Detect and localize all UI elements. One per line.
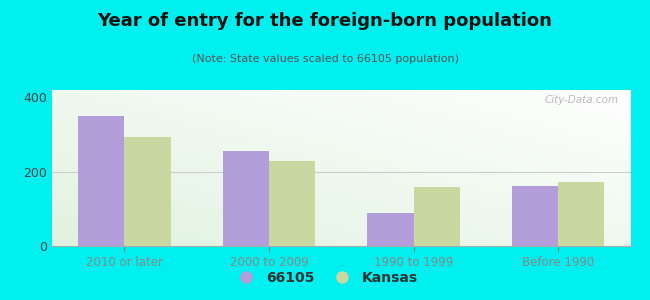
Legend: 66105, Kansas: 66105, Kansas xyxy=(227,265,423,290)
Text: (Note: State values scaled to 66105 population): (Note: State values scaled to 66105 popu… xyxy=(192,54,458,64)
Bar xyxy=(78,116,124,246)
Text: Year of entry for the foreign-born population: Year of entry for the foreign-born popul… xyxy=(98,12,552,30)
Bar xyxy=(413,187,460,246)
Bar xyxy=(367,213,413,246)
Bar xyxy=(512,186,558,246)
Text: City-Data.com: City-Data.com xyxy=(545,95,619,105)
Bar xyxy=(124,137,170,246)
Bar xyxy=(558,182,605,246)
Bar xyxy=(223,151,269,246)
Bar xyxy=(269,161,315,246)
